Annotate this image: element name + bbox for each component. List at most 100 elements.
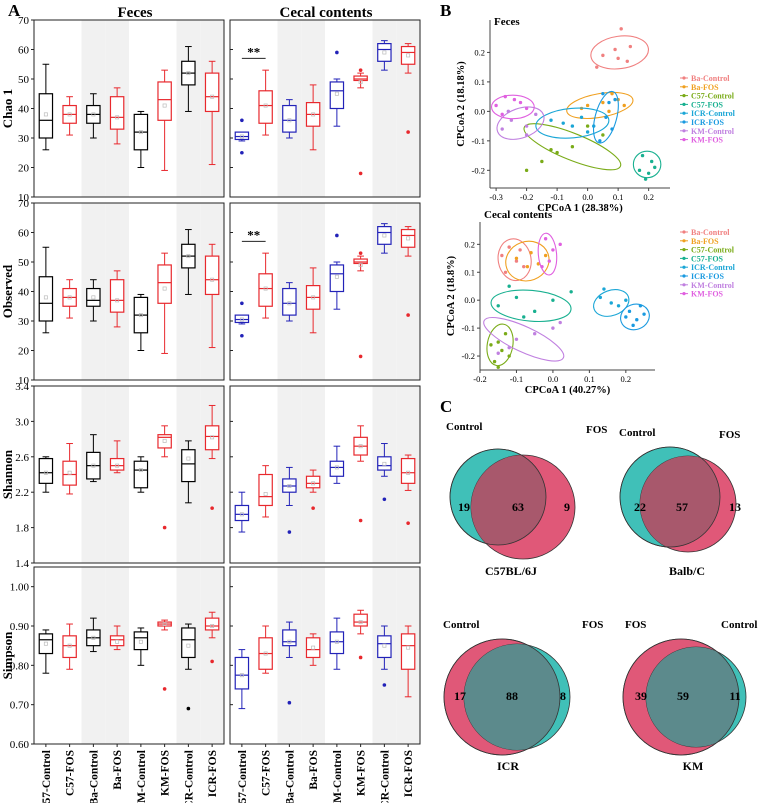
venn-left-outline [622,638,740,756]
legend-marker [682,102,686,106]
mean-marker [138,639,143,644]
box-Ba-Control [282,99,297,139]
legend-entry: KM-Control [680,127,735,136]
venn-overlap [464,644,560,750]
sample-point [543,253,548,258]
sample-point [622,103,626,108]
x-axis-label: CPCoA 1 (40.27%) [525,385,611,396]
box-KM-Control [329,445,345,484]
panel-label-c: C [440,397,452,416]
legend-entry: C57-FOS [680,254,724,263]
box-body [181,627,196,659]
box-ICR-Control [377,625,392,687]
box-C57-FOS [62,279,77,319]
box-Ba-FOS [305,267,321,334]
x-tick-label: Ba-FOS [308,750,320,790]
confidence-ellipse [620,303,650,331]
sample-point [496,351,500,355]
mean-marker [138,468,143,473]
legend-label: Ba-Control [691,228,730,237]
box-body [400,228,416,248]
legend-label: C57-Control [691,246,735,255]
box-body [400,45,416,65]
legend-entry: ICR-FOS [680,272,724,281]
y-tick-label: 20 [18,163,30,175]
legend-marker [682,111,686,115]
venn-left-label: Control [446,421,482,433]
venn-right-label: FOS [719,429,740,441]
sample-point [540,159,544,164]
y-axis-label: Chao 1 [0,89,15,128]
sample-point [514,337,519,341]
box-body [377,42,392,62]
venn-right-label: FOS [582,619,603,631]
pcoa-title: Cecal contents [484,209,553,221]
sample-point [561,121,565,125]
y-tick-label: 30 [18,133,30,145]
outlier-point [382,683,387,687]
venn-right-label: FOS [586,424,607,436]
box-Ba-FOS [109,270,125,328]
mean-marker [91,295,96,300]
mean-marker [43,641,48,646]
boxplot-simpson-feces: 0.60 0.70 0.80 0.90 1.00 Simpson C57-Control C5… [0,566,225,803]
plot-frame [229,385,421,564]
series-Ba-FOS [566,91,634,120]
mean-marker [91,112,96,117]
sample-point [496,365,500,369]
box-C57-Control [38,246,54,334]
confidence-ellipse [632,150,662,179]
box-ICR-Control [181,440,196,504]
x-tick-label: KM-Control [136,750,148,803]
box-C57-FOS [258,465,273,518]
legend-entry: KM-FOS [680,290,724,299]
box-ICR-FOS [204,60,220,166]
y-tick-label: 10 [18,192,30,204]
outlier-point [162,525,167,530]
x-tick-label: 0.1 [613,192,624,202]
box-body [204,425,220,451]
x-tick-label: 0.2 [621,374,632,384]
sample-point [635,318,639,322]
col-title-feces: Feces [118,5,153,21]
legend-label: C57-FOS [691,100,724,109]
y-tick-label: 0.1 [464,267,475,277]
sample-point [613,47,617,52]
legend-marker [682,256,686,260]
y-tick-label: 70 [18,15,30,27]
legend-marker [682,274,686,278]
sample-point [514,259,519,263]
box-body [86,287,101,307]
venn-strain-label: ICR [497,759,519,773]
legend-entry: Ba-FOS [680,83,719,92]
box-C57-Control [234,649,250,710]
outlier-point [186,706,191,711]
legend-marker [682,76,686,80]
shade-band [200,567,224,744]
sample-point [512,97,517,102]
sample-point [624,298,628,302]
venn-balb-c: Control FOS 22 57 13 Balb/C [619,427,741,578]
mean-marker [334,639,339,644]
box-ICR-Control [181,229,196,295]
y-axis-label: CPCoA 2 (18.18%) [456,61,467,147]
box-C57-FOS [62,443,77,495]
y-tick-label: 3.0 [15,416,29,428]
sample-point [503,270,508,274]
confidence-ellipse [490,289,572,323]
venn-left-outline [449,448,547,546]
mean-marker [263,492,268,496]
sample-point [536,262,541,266]
y-tick-label: 1.4 [15,558,29,570]
mean-marker [115,463,120,468]
plot-frame [33,385,225,564]
sample-point [607,100,611,105]
box-ICR-FOS [400,454,416,525]
x-tick-label: C57-Control [41,750,53,803]
sample-point [610,127,614,131]
sample-point [507,284,511,288]
sample-point [569,290,573,294]
sample-point [503,94,507,99]
sample-point [624,315,628,319]
box-Ba-Control [282,282,297,322]
